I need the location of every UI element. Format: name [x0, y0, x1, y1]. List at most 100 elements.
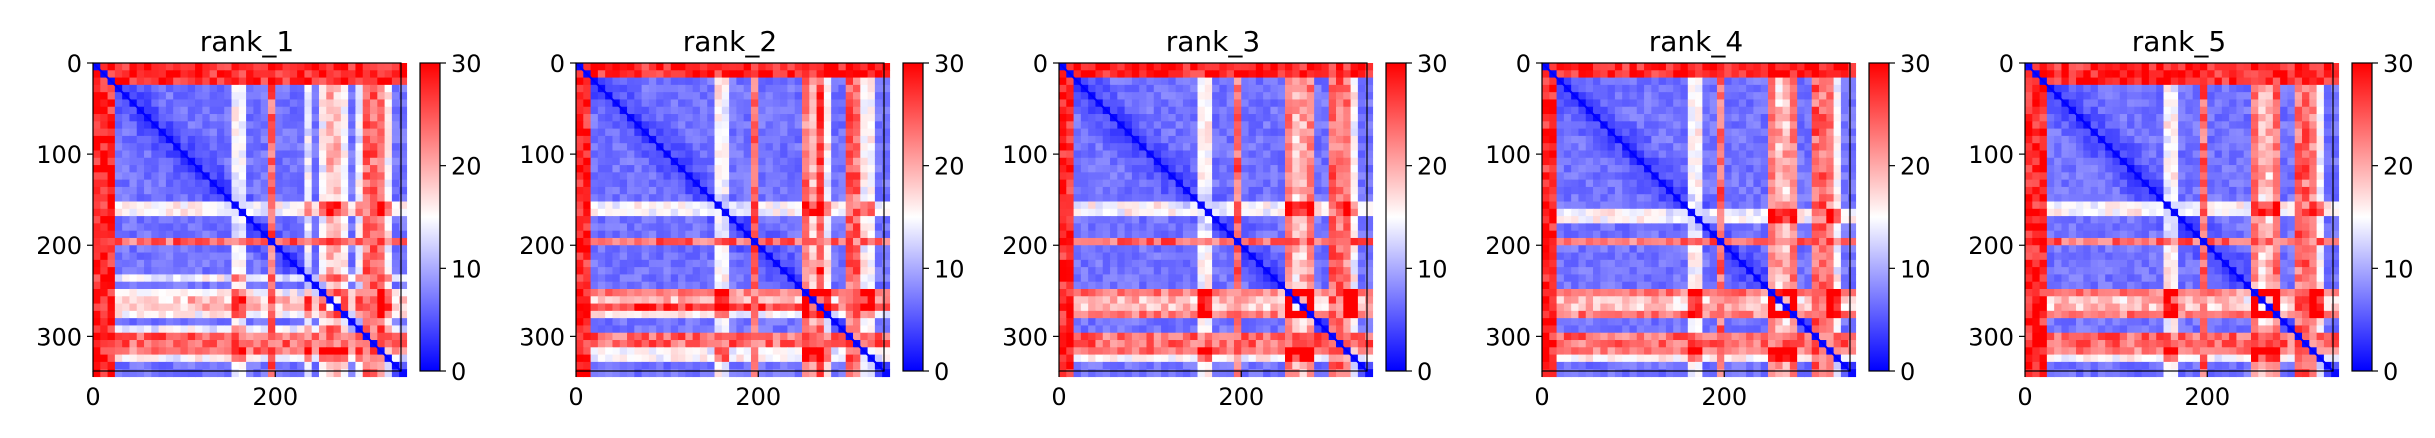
heatmap-cell [845, 223, 854, 232]
heatmap-cell [780, 143, 789, 152]
heatmap-cell [590, 281, 599, 290]
heatmap-cell [619, 296, 628, 305]
heatmap-cell [1299, 186, 1308, 195]
heatmap-cell [627, 332, 635, 341]
heatmap-cell [180, 332, 189, 341]
heatmap-cell [311, 165, 320, 173]
heatmap-cell [333, 230, 342, 239]
heatmap-cell [765, 332, 774, 341]
heatmap-cell [391, 216, 400, 224]
heatmap-cell [867, 369, 876, 378]
heatmap-cell [304, 267, 313, 276]
heatmap-cell [1073, 63, 1082, 71]
heatmap-cell [326, 99, 335, 108]
heatmap-cell [267, 201, 276, 210]
heatmap-cell [1182, 77, 1191, 86]
heatmap-cell [202, 252, 211, 261]
heatmap-cell [860, 237, 869, 246]
heatmap-cell [297, 63, 306, 71]
heatmap-cell [377, 194, 386, 203]
heatmap-cell [399, 288, 408, 297]
heatmap-cell [151, 135, 160, 144]
heatmap-cell [158, 77, 167, 86]
heatmap-cell [107, 121, 116, 130]
heatmap-cell [165, 354, 174, 363]
heatmap-cell [326, 230, 335, 239]
heatmap-cell [612, 252, 621, 261]
heatmap-cell [1365, 77, 1374, 86]
heatmap-cell [1124, 216, 1133, 224]
heatmap-cell [787, 369, 796, 378]
heatmap-cell [348, 245, 357, 254]
heatmap-cell [838, 237, 847, 246]
heatmap-cell [707, 157, 716, 166]
heatmap-cell [670, 259, 679, 268]
heatmap-cell [1233, 172, 1242, 181]
heatmap-cell [729, 63, 737, 71]
heatmap-cell [1190, 121, 1199, 130]
heatmap-cell [93, 259, 101, 268]
heatmap-cell [340, 99, 349, 108]
heatmap-cell [809, 128, 818, 137]
heatmap-cell [787, 310, 796, 319]
heatmap-cell [1233, 208, 1242, 217]
heatmap-cell [1328, 150, 1337, 159]
heatmap-cell [180, 99, 189, 108]
heatmap-cell [845, 274, 854, 283]
heatmap-cell [787, 121, 796, 130]
heatmap-cell [772, 296, 781, 305]
heatmap-cell [129, 121, 138, 130]
heatmap-cell [641, 165, 650, 173]
heatmap-cell [93, 121, 101, 130]
heatmap-cell [1080, 63, 1089, 71]
heatmap-cell [1277, 186, 1286, 195]
heatmap-cell [260, 194, 269, 203]
heatmap-cell [1321, 92, 1330, 101]
heatmap-cell [1233, 150, 1242, 159]
heatmap-cell [699, 179, 708, 188]
heatmap-cell [340, 157, 349, 166]
heatmap-cell [297, 179, 306, 188]
heatmap-cell [1350, 63, 1359, 71]
heatmap-cell [246, 92, 254, 101]
heatmap-cell [1182, 259, 1191, 268]
heatmap-cell [1080, 223, 1089, 232]
heatmap-cell [801, 172, 810, 181]
heatmap-cell [874, 369, 883, 378]
heatmap-cell [809, 201, 818, 210]
heatmap-cell [202, 340, 211, 348]
heatmap-cell [1059, 194, 1067, 203]
heatmap-cell [699, 114, 708, 122]
heatmap-cell [355, 274, 364, 283]
heatmap-cell [114, 165, 123, 173]
heatmap-cell [1161, 70, 1169, 79]
heatmap-cell [845, 288, 854, 297]
heatmap-cell [794, 70, 803, 79]
heatmap-cell [1110, 230, 1118, 239]
heatmap-cell [158, 288, 167, 297]
heatmap-cell [1161, 77, 1169, 86]
heatmap-cell [1299, 63, 1308, 71]
heatmap-cell [304, 259, 313, 268]
heatmap-cell [663, 186, 672, 195]
heatmap-cell [1139, 128, 1148, 137]
heatmap-cell [867, 63, 876, 71]
heatmap-cell [180, 237, 189, 246]
heatmap-cell [1059, 245, 1067, 254]
heatmap-cell [1292, 150, 1301, 159]
heatmap-cell [634, 332, 643, 341]
heatmap-cell [780, 157, 789, 166]
heatmap-cell [362, 259, 371, 268]
heatmap-cell [597, 216, 606, 224]
heatmap-cell [1080, 92, 1089, 101]
heatmap-cell [1124, 223, 1133, 232]
heatmap-cell [736, 150, 745, 159]
heatmap-cell [173, 179, 182, 188]
heatmap-cell [838, 84, 847, 93]
heatmap-cell [231, 99, 240, 108]
heatmap-cell [1292, 77, 1301, 86]
heatmap-cell [619, 245, 628, 254]
heatmap-cell [1219, 186, 1228, 195]
heatmap-cell [362, 106, 371, 115]
heatmap-cell [867, 179, 876, 188]
